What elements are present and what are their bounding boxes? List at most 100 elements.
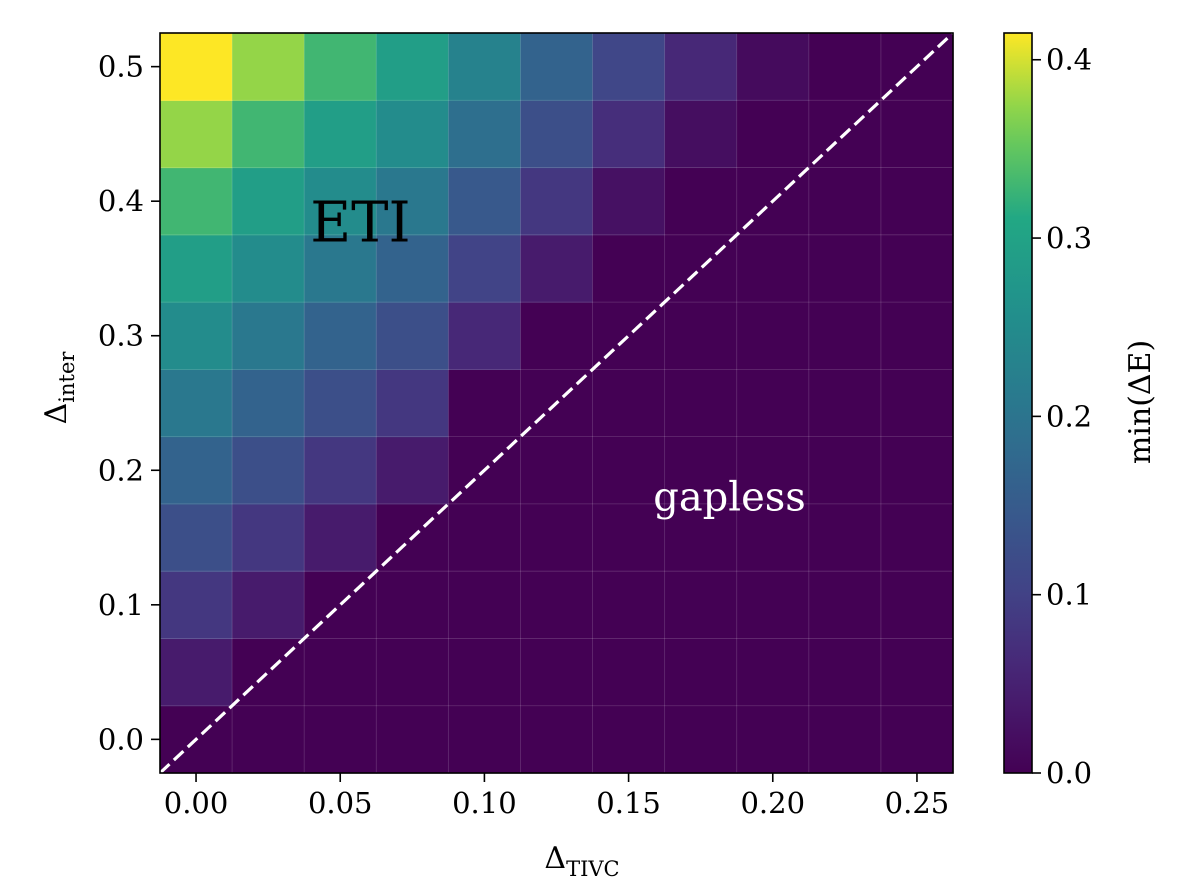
heatmap-cell (592, 234, 666, 303)
heatmap-cell (160, 100, 233, 169)
annotation-gapless: gapless (653, 475, 806, 521)
heatmap-cell (232, 33, 305, 101)
heatmap-cell (736, 705, 810, 774)
heatmap-cell (808, 302, 882, 370)
heatmap-cell (808, 705, 882, 774)
heatmap-cell (808, 33, 882, 101)
heatmap-cell (448, 100, 522, 169)
heatmap-cell (592, 100, 666, 169)
heatmap-cell (592, 705, 666, 774)
heatmap-cell (736, 33, 810, 101)
heatmap-cell (592, 503, 666, 572)
annotation-eti: ETI (310, 191, 410, 256)
heatmap-cell (160, 503, 233, 572)
x-axis-label-subscript: TIVC (566, 857, 620, 879)
plot-frame (159, 32, 954, 774)
heatmap-cell (232, 705, 305, 774)
colorbar (1003, 32, 1033, 774)
heatmap-cell (664, 302, 738, 370)
heatmap-cell (448, 302, 522, 370)
x-axis-ticks: 0.00 0.05 0.10 0.15 0.20 0.25 (164, 773, 949, 820)
heatmap-cell (304, 638, 377, 707)
heatmap-cell (880, 571, 954, 640)
heatmap-cell (592, 33, 666, 101)
heatmap-cell (664, 436, 738, 505)
heatmap-cell (160, 234, 233, 303)
heatmap-cell (520, 503, 594, 572)
colorbar-tick-label: 0.3 (1046, 221, 1092, 255)
heatmap-cell (520, 571, 594, 640)
heatmap-cell (376, 436, 449, 505)
heatmap-cell (232, 369, 305, 438)
heatmap-cell (232, 167, 305, 236)
heatmap-cell (880, 436, 954, 505)
heatmap-cell (448, 705, 522, 774)
heatmap-cell (160, 436, 233, 505)
heatmap-cell (664, 571, 738, 640)
heatmap-cell (880, 167, 954, 236)
heatmap-cell (376, 302, 449, 370)
y-tick-label: 0.4 (98, 184, 144, 218)
y-axis-label-symbol: Δ (39, 403, 74, 425)
heatmap-cell (304, 167, 377, 236)
heatmap-cell (232, 571, 305, 640)
heatmap-cell (592, 436, 666, 505)
heatmap-cell (376, 33, 449, 101)
heatmap-cell (520, 100, 594, 169)
heatmap-cell (448, 369, 522, 438)
cell-grid (160, 33, 953, 773)
heatmap-cell (880, 234, 954, 303)
heatmap-cell (304, 503, 377, 572)
heatmap-cell (160, 571, 233, 640)
heatmap-cell (880, 503, 954, 572)
x-tick-label: 0.00 (164, 786, 229, 820)
heatmap-cell (232, 234, 305, 303)
heatmap-cell (448, 638, 522, 707)
colorbar-label: min(ΔE) (1123, 340, 1158, 464)
heatmap-cell (592, 571, 666, 640)
heatmap-cell (880, 369, 954, 438)
y-tick-label: 0.2 (98, 453, 144, 487)
heatmap-cell (304, 705, 377, 774)
x-axis-label-symbol: Δ (544, 841, 566, 876)
heatmap-cell (664, 33, 738, 101)
heatmap-cell (160, 302, 233, 370)
phase-boundary-line (158, 31, 955, 775)
heatmap-cell (160, 638, 233, 707)
y-tick-label: 0.0 (98, 722, 144, 756)
heatmap-cell (592, 369, 666, 438)
heatmap-cell (808, 369, 882, 438)
heatmap-cell (808, 571, 882, 640)
heatmap-cell (736, 302, 810, 370)
colorbar-tick-label: 0.1 (1046, 578, 1092, 612)
heatmap-cell (520, 33, 594, 101)
heatmap-cell (736, 638, 810, 707)
heatmap-cell (808, 167, 882, 236)
heatmap-cell (520, 167, 594, 236)
y-tick-label: 0.5 (98, 50, 144, 84)
heatmap-cell (880, 302, 954, 370)
x-tick-label: 0.25 (885, 786, 950, 820)
heatmap-cell (520, 234, 594, 303)
heatmap-cell (376, 369, 449, 438)
heatmap-cell (304, 369, 377, 438)
heatmap-cell (664, 369, 738, 438)
colorbar-tick-label: 0.2 (1046, 399, 1092, 433)
x-tick-label: 0.05 (308, 786, 373, 820)
heatmap-cell (304, 100, 377, 169)
heatmap-cell (232, 436, 305, 505)
heatmap-cell (304, 33, 377, 101)
heatmap-cell (520, 638, 594, 707)
heatmap-cell (808, 436, 882, 505)
heatmap-cell (808, 234, 882, 303)
heatmap-cell (664, 638, 738, 707)
heatmap-cell (736, 503, 810, 572)
heatmap-cell (160, 167, 233, 236)
y-axis-ticks: 0.0 0.1 0.2 0.3 0.4 0.5 (98, 50, 160, 756)
heatmap-cells (160, 33, 954, 774)
heatmap-cell (160, 369, 233, 438)
heatmap-cell (448, 33, 522, 101)
heatmap-cell (376, 100, 449, 169)
heatmap-cell (520, 302, 594, 370)
